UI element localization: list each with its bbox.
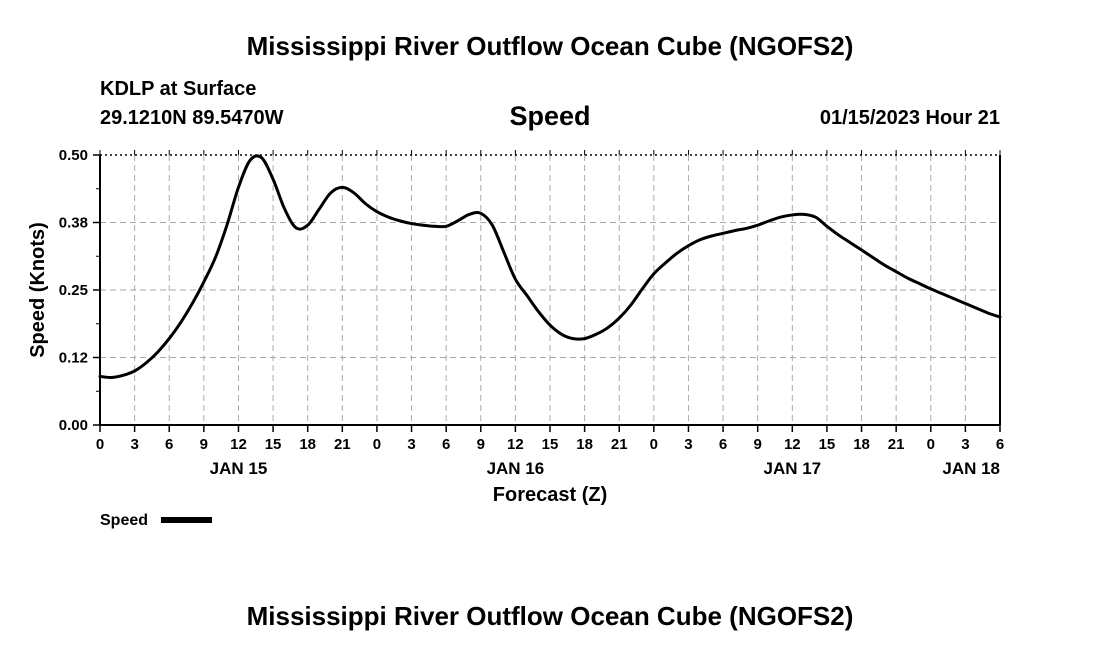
x-tick-label: 3 bbox=[407, 436, 415, 453]
series-group bbox=[98, 154, 1002, 379]
x-tick-label: 6 bbox=[996, 436, 1004, 453]
x-tick-label: 15 bbox=[819, 436, 836, 453]
x-tick-label: 6 bbox=[442, 436, 450, 453]
x-tick-label: 6 bbox=[165, 436, 173, 453]
station-label: KDLP at Surface bbox=[100, 78, 256, 100]
x-tick-label: 0 bbox=[927, 436, 935, 453]
y-tick-label: 0.50 bbox=[59, 147, 88, 164]
x-tick-label: 0 bbox=[373, 436, 381, 453]
day-labels: JAN 15 JAN 16 JAN 17 JAN 18 bbox=[210, 459, 1000, 478]
x-tick-label: 9 bbox=[754, 436, 762, 453]
x-tick-label: 18 bbox=[299, 436, 316, 453]
x-tick-label: 9 bbox=[200, 436, 208, 453]
x-tick-label: 18 bbox=[576, 436, 593, 453]
x-tick-label: 18 bbox=[853, 436, 870, 453]
day-label: JAN 16 bbox=[487, 459, 545, 478]
x-tick-label: 0 bbox=[96, 436, 104, 453]
day-label: JAN 18 bbox=[942, 459, 1000, 478]
x-tick-label: 9 bbox=[477, 436, 485, 453]
x-tick-label: 12 bbox=[507, 436, 524, 453]
day-label: JAN 15 bbox=[210, 459, 268, 478]
x-tick-label: 6 bbox=[719, 436, 727, 453]
legend: Speed bbox=[100, 512, 212, 529]
x-tick-label: 21 bbox=[888, 436, 905, 453]
y-tick-label: 0.12 bbox=[59, 350, 88, 367]
x-tick-label: 3 bbox=[684, 436, 692, 453]
legend-entry-speed: Speed bbox=[100, 512, 148, 529]
x-axis-label: Forecast (Z) bbox=[493, 484, 607, 506]
y-tick-label: 0.25 bbox=[59, 282, 88, 299]
y-tick-label: 0.38 bbox=[59, 215, 88, 232]
y-tick-label: 0.00 bbox=[59, 417, 88, 434]
x-tick-label: 21 bbox=[611, 436, 628, 453]
chart-title: Mississippi River Outflow Ocean Cube (NG… bbox=[247, 31, 854, 61]
day-label: JAN 17 bbox=[763, 459, 821, 478]
grid-lines bbox=[100, 155, 1000, 425]
variable-label: Speed bbox=[509, 101, 590, 131]
y-axis-label: Speed (Knots) bbox=[27, 222, 49, 358]
x-tick-label: 12 bbox=[230, 436, 247, 453]
x-tick-label: 15 bbox=[265, 436, 282, 453]
series-line-speed bbox=[98, 154, 1002, 379]
x-axis: 0 3 6 9 12 15 18 21 0 3 6 9 12 15 18 21 0 3 6 9 12 15 18 21 0 3 6 bbox=[96, 150, 1004, 453]
y-axis: 0.00 0.12 0.25 0.38 0.50 bbox=[59, 147, 100, 434]
x-tick-label: 12 bbox=[784, 436, 801, 453]
x-tick-label: 21 bbox=[334, 436, 351, 453]
x-tick-label: 0 bbox=[650, 436, 658, 453]
x-tick-label: 15 bbox=[542, 436, 559, 453]
footer-title: Mississippi River Outflow Ocean Cube (NG… bbox=[247, 601, 854, 631]
datetime-label: 01/15/2023 Hour 21 bbox=[820, 107, 1000, 129]
x-tick-label: 3 bbox=[961, 436, 969, 453]
x-tick-label: 3 bbox=[130, 436, 138, 453]
coordinates-label: 29.1210N 89.5470W bbox=[100, 107, 284, 129]
